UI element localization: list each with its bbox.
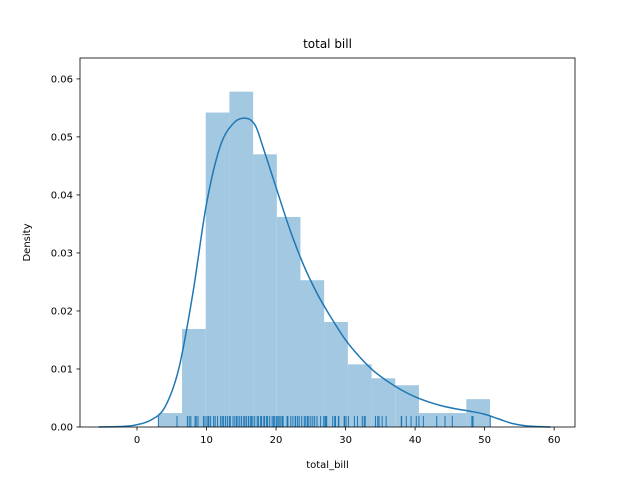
histogram-bar bbox=[182, 328, 206, 427]
histogram-bar bbox=[395, 385, 419, 427]
y-tick-label: 0.01 bbox=[51, 364, 73, 375]
histogram-bar bbox=[158, 413, 183, 427]
histogram-bar bbox=[229, 91, 254, 427]
y-tick-label: 0.04 bbox=[51, 190, 73, 201]
x-tick-label: 0 bbox=[134, 435, 140, 446]
x-axis-label: total_bill bbox=[306, 460, 349, 471]
histogram-bar bbox=[442, 413, 467, 427]
y-axis-ticks: 0.00 0.01 0.02 0.03 0.04 0.05 0.06 bbox=[51, 74, 80, 434]
chart-title: total bill bbox=[303, 37, 352, 51]
x-tick-label: 40 bbox=[409, 435, 422, 446]
axes-frame bbox=[79, 57, 576, 428]
x-tick-label: 20 bbox=[270, 435, 283, 446]
rug-ticks bbox=[157, 416, 491, 427]
histogram-bar bbox=[253, 154, 277, 427]
y-tick-label: 0.05 bbox=[51, 132, 73, 143]
histogram-bar bbox=[347, 364, 372, 427]
x-axis-ticks: 0 10 20 30 40 50 60 bbox=[134, 427, 561, 446]
x-tick-label: 30 bbox=[339, 435, 352, 446]
y-tick-label: 0.06 bbox=[51, 74, 73, 85]
y-tick-label: 0.00 bbox=[51, 423, 73, 434]
y-tick-label: 0.03 bbox=[51, 248, 73, 259]
histogram-bar bbox=[418, 413, 443, 427]
histogram-bar bbox=[324, 321, 348, 427]
x-tick-label: 60 bbox=[548, 435, 561, 446]
y-axis-label: Density bbox=[22, 223, 33, 261]
x-tick-label: 50 bbox=[478, 435, 491, 446]
kde-curve bbox=[98, 117, 551, 428]
x-tick-label: 10 bbox=[200, 435, 213, 446]
y-tick-label: 0.02 bbox=[51, 306, 73, 317]
histogram-bar bbox=[276, 216, 301, 427]
histogram-bar bbox=[371, 378, 396, 427]
histogram-bar bbox=[300, 280, 325, 427]
histogram-bar bbox=[205, 112, 230, 428]
